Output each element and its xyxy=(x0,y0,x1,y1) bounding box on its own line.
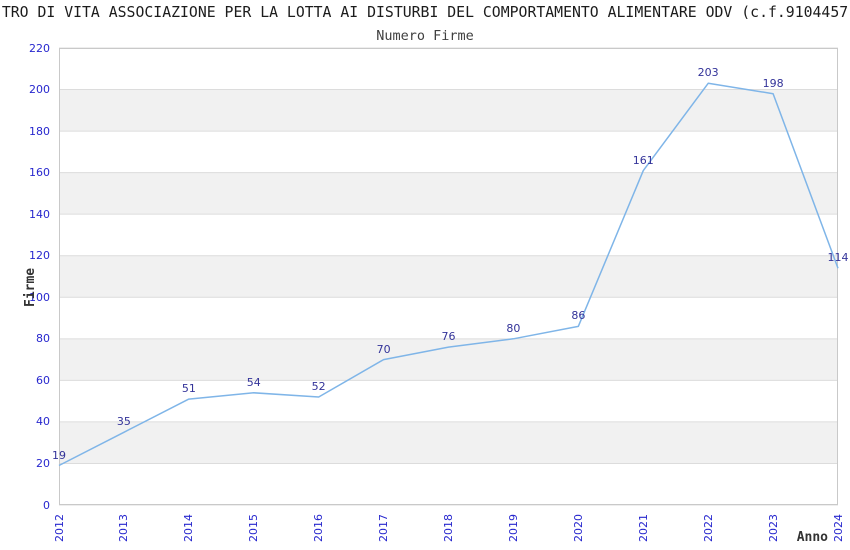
y-tick-label: 160 xyxy=(29,166,50,180)
data-label: 70 xyxy=(376,342,391,356)
y-tick-label: 80 xyxy=(36,332,50,346)
x-tick-label: 2017 xyxy=(377,514,391,542)
x-tick-label: 2023 xyxy=(766,514,780,542)
y-tick-label: 0 xyxy=(43,498,50,512)
data-label: 203 xyxy=(697,66,719,80)
data-label: 198 xyxy=(762,76,784,90)
y-tick-label: 20 xyxy=(36,456,50,470)
x-tick-label: 2024 xyxy=(831,514,845,542)
y-tick-label: 200 xyxy=(29,83,50,97)
data-label: 76 xyxy=(441,330,456,344)
data-label: 54 xyxy=(246,375,261,389)
data-label: 19 xyxy=(52,448,66,462)
chart-subtitle: Numero Firme xyxy=(376,28,474,44)
x-tick-label: 2012 xyxy=(52,514,66,542)
y-tick-label: 100 xyxy=(29,290,50,304)
x-tick-label: 2013 xyxy=(117,514,131,542)
data-label: 35 xyxy=(116,415,131,429)
y-axis-title: Firme xyxy=(23,267,38,307)
data-label: 114 xyxy=(827,251,849,265)
y-tick-label: 40 xyxy=(36,415,50,429)
y-tick-label: 140 xyxy=(29,207,50,221)
x-tick-label: 2022 xyxy=(701,514,715,542)
data-label: 51 xyxy=(181,382,196,396)
y-tick-label: 180 xyxy=(29,124,50,138)
data-label: 161 xyxy=(632,153,654,167)
plot-area xyxy=(58,47,839,506)
plot-svg xyxy=(58,47,839,506)
data-label: 80 xyxy=(506,321,521,335)
series-line xyxy=(58,82,839,467)
data-label: 52 xyxy=(311,379,326,393)
x-tick-label: 2021 xyxy=(636,514,650,542)
y-tick-label: 60 xyxy=(36,373,50,387)
x-tick-label: 2018 xyxy=(442,514,455,542)
y-tick-label: 220 xyxy=(29,41,50,55)
x-tick-label: 2020 xyxy=(571,514,585,542)
x-axis-title: Anno xyxy=(796,530,828,545)
x-tick-label: 2016 xyxy=(312,514,326,542)
x-tick-label: 2015 xyxy=(247,514,261,542)
x-tick-label: 2019 xyxy=(506,514,520,542)
y-tick-label: 120 xyxy=(29,249,50,263)
data-label: 86 xyxy=(571,309,586,323)
chart-title: TRO DI VITA ASSOCIAZIONE PER LA LOTTA AI… xyxy=(1,4,849,21)
x-tick-label: 2014 xyxy=(182,514,196,542)
